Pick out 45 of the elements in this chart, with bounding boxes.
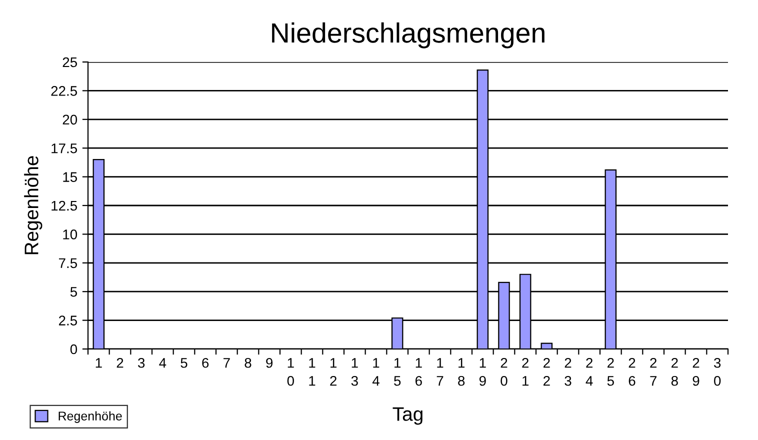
y-tick-label: 22.5	[51, 86, 78, 96]
y-tick-label: 12.5	[52, 200, 78, 211]
x-tick-label: 6	[202, 358, 209, 368]
x-tick-label: 11	[309, 358, 316, 386]
y-tick-label: 10	[63, 230, 78, 240]
x-tick-label: 28	[671, 358, 678, 386]
x-tick-label: 5	[180, 358, 188, 368]
x-tick-label: 22	[544, 358, 550, 386]
x-tick-label: 4	[159, 358, 166, 368]
x-tick-label: 9	[266, 358, 273, 368]
y-tick-label: 20	[62, 114, 78, 125]
x-tick-label: 16	[416, 358, 422, 386]
y-tick-label: 17.5	[52, 144, 78, 154]
chart-title: Niederschlagsmengen	[272, 22, 544, 48]
x-tick-label: 18	[458, 358, 465, 386]
x-tick-label: 20	[500, 358, 508, 386]
x-tick-label: 21	[522, 358, 529, 386]
x-tick-label: 27	[650, 358, 656, 386]
x-tick-label: 24	[586, 358, 593, 386]
x-tick-label: 14	[372, 358, 380, 386]
x-tick-label: 1 2	[330, 358, 337, 386]
x-tick-label: 26	[628, 358, 636, 386]
y-tick-label: 0	[70, 344, 78, 354]
x-tick-label: 3	[138, 358, 145, 368]
x-tick-label: 13	[351, 358, 358, 386]
x-tick-label: 19	[479, 358, 486, 386]
x-tick-label: 17	[436, 358, 444, 386]
x-tick-label: 8	[244, 358, 252, 368]
x-tick-label: 7	[224, 358, 230, 368]
x-tick-label: 1	[96, 358, 102, 368]
x-tick-label: 2	[116, 358, 124, 368]
legend-label: Regenhöhe	[58, 411, 122, 423]
x-tick-label: 15	[394, 358, 401, 386]
x-axis-title: Tag	[392, 407, 422, 425]
y-axis-title: Regenhöhe	[24, 156, 42, 254]
x-tick-label: 25	[607, 358, 614, 386]
y-tick-label: 5	[70, 287, 77, 297]
y-tick-label: 15	[63, 172, 78, 182]
x-tick-label: 30	[714, 358, 721, 386]
x-tick-label: 1 0	[287, 358, 294, 386]
x-tick-label: 23	[564, 358, 572, 386]
y-tick-label: 25	[62, 57, 78, 68]
y-tick-label: 2.5	[58, 316, 78, 326]
x-tick-label: 29	[692, 358, 700, 386]
y-tick-label: 7.5	[58, 258, 78, 268]
